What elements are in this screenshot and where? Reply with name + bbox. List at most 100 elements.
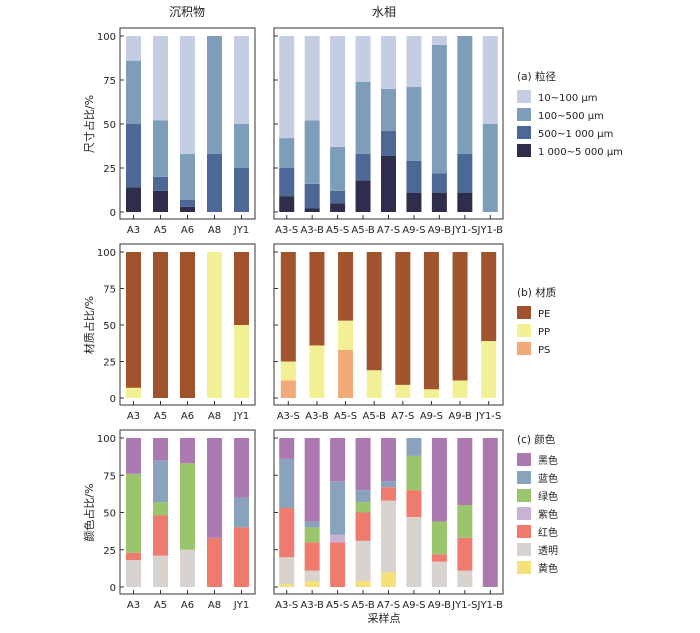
bar-segment [355, 502, 371, 513]
bar-segment [330, 36, 346, 147]
bar-segment [457, 36, 473, 154]
x-tick-label: JY1-S [451, 600, 477, 611]
bar-segment [280, 380, 296, 398]
y-tick-label: 100 [97, 32, 116, 43]
bar-segment [234, 527, 249, 587]
bar-segment [431, 192, 447, 212]
y-axis-label: 材质占比/% [82, 296, 96, 354]
bar-segment [153, 515, 168, 556]
bar-segment [406, 160, 422, 193]
x-tick-label: A9-B [448, 411, 471, 422]
x-tick-label: A5-B [363, 411, 386, 422]
legend-swatch [517, 108, 531, 121]
column-title-water: 水相 [372, 5, 396, 19]
legend-label: 紫色 [538, 508, 558, 521]
bar-segment [366, 370, 382, 398]
bar-segment [355, 81, 371, 154]
legend-label: 10~100 μm [538, 93, 597, 104]
bar-segment [180, 36, 195, 154]
panel-water-material: A3-S A3-B A5-S A5-B A7-S A9-S A9-B JY1-S [273, 243, 504, 422]
bar-segment [153, 460, 168, 503]
panel-sediment-size: 0 25 50 75 100 尺寸占比/% A3 A5 A6 A8 JY1 [82, 27, 256, 236]
bar-segment [338, 252, 354, 321]
bar-segment [423, 252, 439, 390]
legend-label: 绿色 [538, 490, 558, 503]
bar-segment [234, 438, 249, 498]
y-tick-label: 0 [110, 208, 116, 219]
bar-segment [457, 537, 473, 571]
bar-segment [381, 487, 396, 501]
x-tick-label: JY1-B [477, 600, 504, 611]
bar-segment [330, 203, 346, 212]
legend-title: (c) 颜色 [517, 433, 556, 446]
legend-label: 蓝色 [538, 472, 558, 485]
x-tick-label: A5-S [326, 600, 349, 611]
bar-segment [279, 36, 295, 139]
bar-segment [304, 542, 320, 571]
y-tick-label: 25 [103, 358, 116, 369]
x-tick-label: A7-S [391, 411, 414, 422]
bar-segment [126, 560, 141, 587]
bar-segment [406, 36, 422, 88]
x-tick-label: A5 [154, 600, 167, 611]
x-tick-label: A8 [208, 600, 221, 611]
y-tick-label: 25 [103, 546, 116, 557]
bar-segment [381, 36, 396, 89]
y-tick-label: 0 [110, 583, 116, 594]
legend-swatch [517, 306, 531, 319]
bar-segment [234, 252, 249, 325]
bar-segment [304, 120, 320, 184]
bar-segment [330, 542, 346, 587]
panel-frame [273, 243, 504, 406]
bar-segment [457, 438, 473, 506]
bar-segment [431, 554, 447, 562]
x-tick-label: A5-B [351, 225, 374, 236]
x-tick-label: A6 [181, 411, 194, 422]
bar-segment [280, 252, 296, 362]
bar-segment [431, 438, 447, 522]
bar-segment [381, 155, 396, 212]
x-tick-label: A3-B [301, 600, 324, 611]
bar-segment [180, 463, 195, 550]
legend-swatch [517, 342, 531, 355]
x-tick-label: JY1 [233, 600, 249, 611]
bar-segment [406, 87, 422, 161]
bar-segment [126, 552, 141, 561]
x-tick-label: A9-S [420, 411, 443, 422]
x-tick-label: A5-S [334, 411, 357, 422]
bar-segment [234, 497, 249, 528]
bar-segment [338, 320, 354, 350]
bar-segment [309, 345, 325, 398]
bar-segment [180, 199, 195, 207]
x-tick-label: JY1 [233, 225, 249, 236]
legend-swatch [517, 471, 531, 484]
bar-segment [330, 534, 346, 543]
x-tick-label: A3 [127, 411, 140, 422]
x-tick-label: A3-B [305, 411, 328, 422]
bar-segment [457, 505, 473, 538]
bar-segment [406, 192, 422, 212]
y-tick-label: 75 [103, 471, 116, 482]
y-tick-label: 100 [97, 248, 116, 259]
bar-segment [180, 153, 195, 200]
bar-segment [207, 252, 222, 398]
bar-segment [126, 438, 141, 474]
column-title-sediment: 沉积物 [169, 5, 205, 19]
bar-segment [153, 190, 168, 212]
legend-title: (b) 材质 [517, 286, 556, 299]
bar-segment [153, 502, 168, 516]
legend-swatch [517, 489, 531, 502]
x-tick-label: A8 [208, 411, 221, 422]
y-tick-label: 75 [103, 285, 116, 296]
bar-segment [406, 516, 422, 587]
bar-segment [207, 537, 222, 587]
bar-segment [126, 36, 141, 61]
legend-label: PE [538, 309, 550, 320]
bar-segment [153, 36, 168, 121]
bar-segment [234, 325, 249, 398]
bar-segment [180, 252, 195, 398]
bar-segment [309, 252, 325, 346]
x-axis-title: 采样点 [368, 611, 401, 625]
